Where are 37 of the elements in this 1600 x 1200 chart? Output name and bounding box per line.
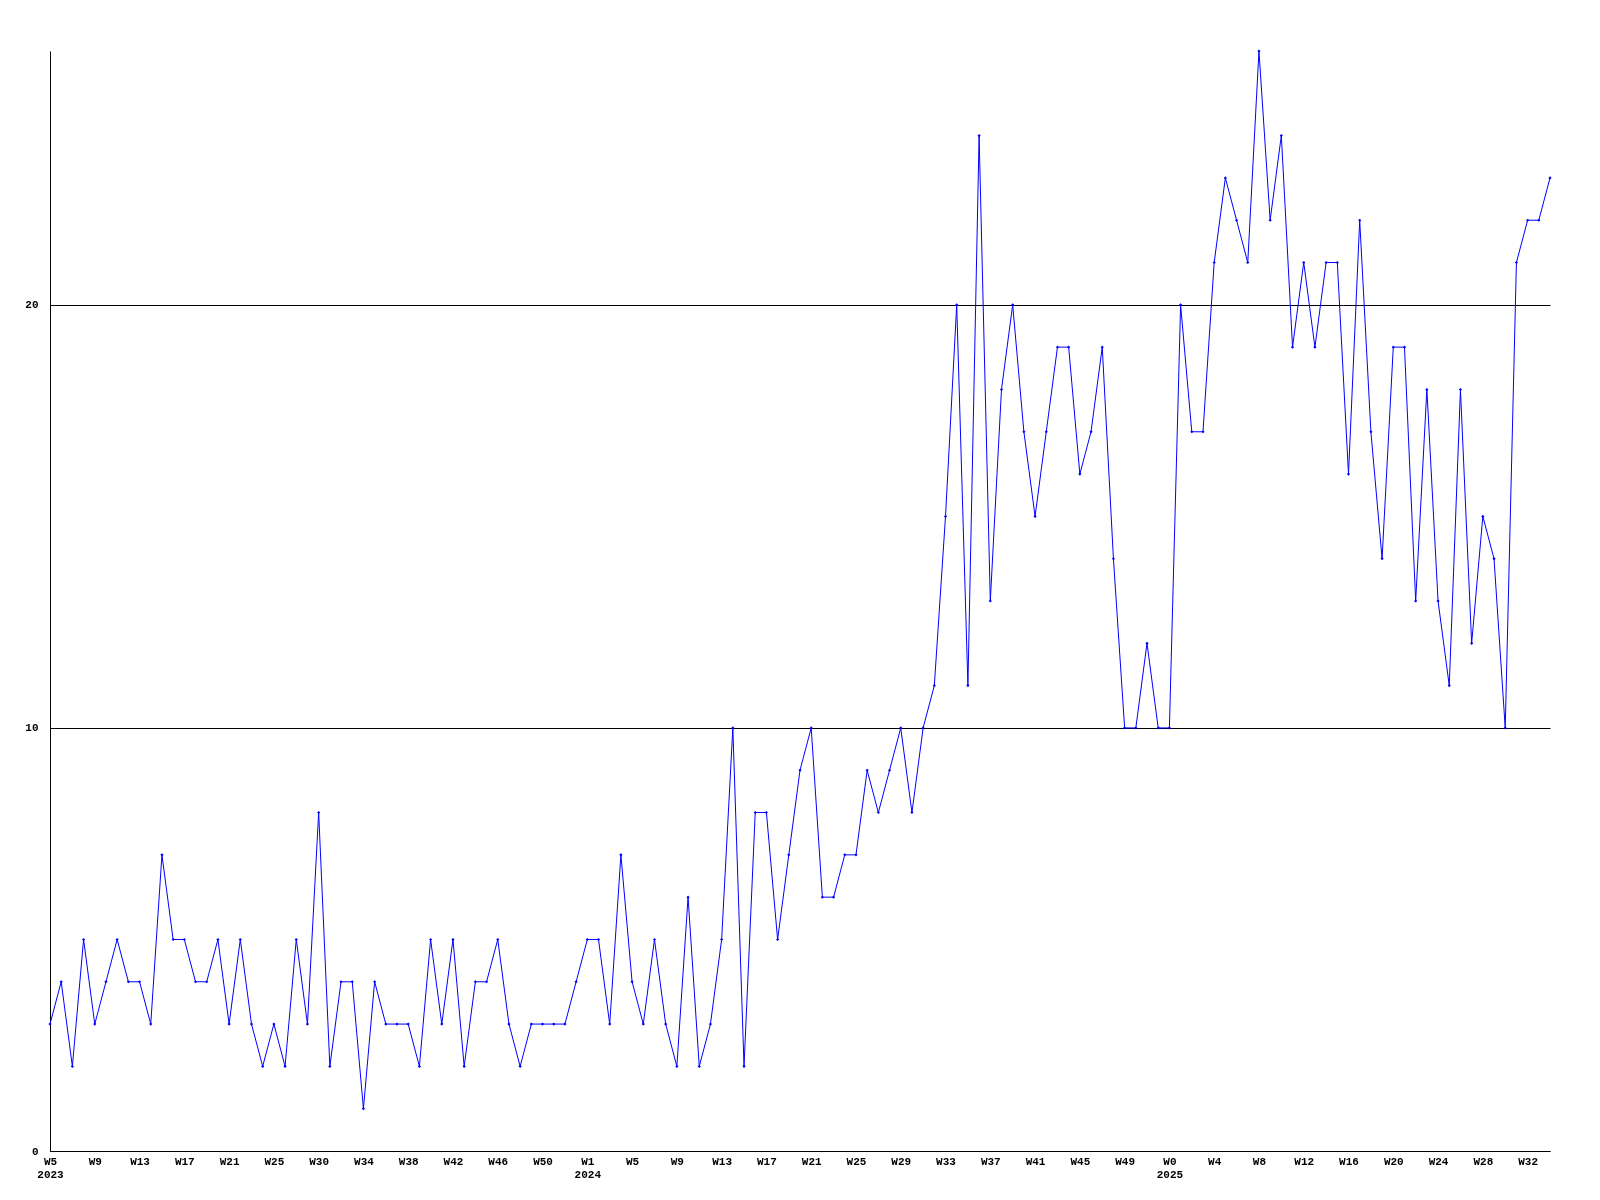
- x-tick-label: W20: [1383, 1155, 1404, 1168]
- x-tick-label: W42: [443, 1155, 464, 1168]
- x-tick-label: W30: [309, 1155, 330, 1168]
- x-tick-label: W21: [801, 1155, 822, 1168]
- x-tick-label: W32: [1518, 1155, 1539, 1168]
- x-tick-label: W17: [757, 1155, 777, 1168]
- x-tick-label: W5: [625, 1155, 640, 1168]
- x-tick-label: W28: [1473, 1155, 1494, 1168]
- x-tick-label: W13: [130, 1155, 151, 1168]
- x-tick-label: W1 2024: [574, 1155, 602, 1181]
- x-tick-label: W25: [846, 1155, 867, 1168]
- x-tick-label: W29: [891, 1155, 912, 1168]
- x-tick-label: W8: [1252, 1155, 1267, 1168]
- x-tick-label: W21: [219, 1155, 240, 1168]
- x-tick-label: W38: [398, 1155, 419, 1168]
- x-tick-label: W4: [1208, 1155, 1222, 1168]
- x-tick-label: W13: [712, 1155, 733, 1168]
- x-tick-label: W45: [1070, 1155, 1091, 1168]
- y-tick-label: 0: [31, 1145, 39, 1158]
- x-tick-label: W34: [354, 1155, 375, 1168]
- x-tick-label: W24: [1428, 1155, 1449, 1168]
- x-tick-label: W12: [1294, 1155, 1315, 1168]
- y-tick-label: 20: [25, 299, 39, 312]
- x-tick-label: W37: [980, 1155, 1001, 1168]
- x-tick-label: W25: [264, 1155, 285, 1168]
- x-tick-label: W5 2023: [37, 1155, 65, 1181]
- x-tick-label: W50: [533, 1155, 553, 1168]
- x-tick-label: W17: [174, 1155, 195, 1168]
- x-tick-label: W0 2025: [1156, 1155, 1184, 1181]
- x-tick-label: W33: [936, 1155, 957, 1168]
- x-tick-label: W16: [1339, 1155, 1359, 1168]
- x-tick-label: W41: [1025, 1155, 1046, 1168]
- x-tick-label: W46: [488, 1155, 509, 1168]
- x-tick-label: W9: [88, 1155, 102, 1168]
- y-tick-label: 10: [25, 722, 39, 735]
- x-tick-label: W49: [1115, 1155, 1136, 1168]
- x-tick-label: W9: [670, 1155, 684, 1168]
